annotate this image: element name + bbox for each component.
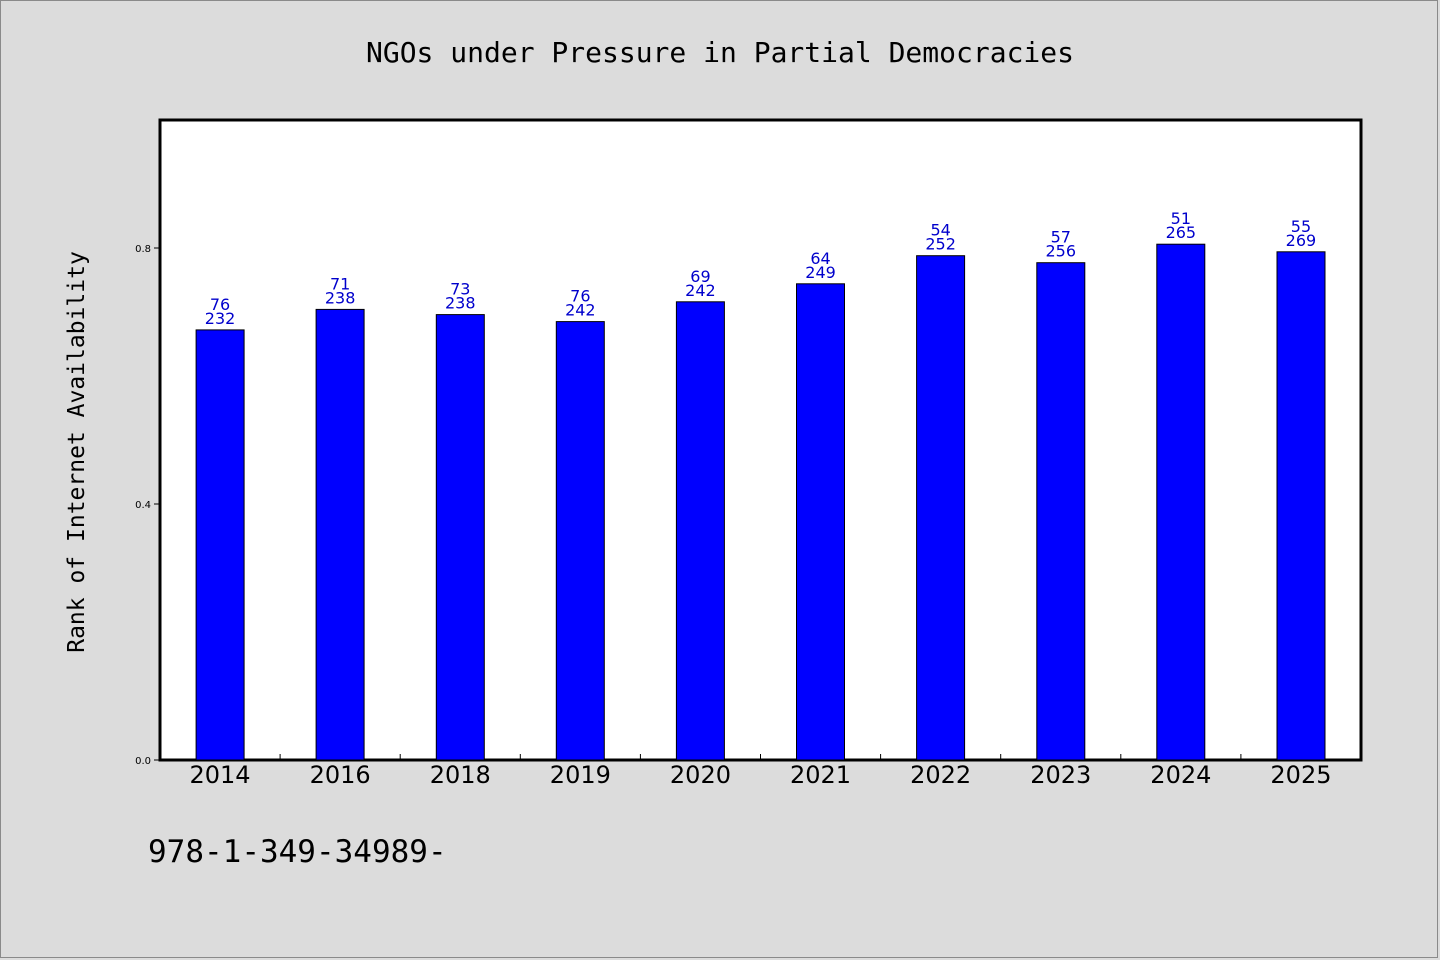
data-label-top-2020: 69 bbox=[690, 267, 710, 286]
bar-2025 bbox=[1276, 251, 1326, 761]
y-tick-label-0.8: 0.8 bbox=[135, 244, 151, 255]
bar-2014 bbox=[195, 329, 245, 761]
data-label-bottom-2016: 238 bbox=[325, 288, 356, 307]
data-label-bottom-2018: 238 bbox=[445, 294, 476, 313]
data-label-top-2014: 76 bbox=[210, 295, 230, 314]
data-label-bottom-2022: 252 bbox=[925, 235, 956, 254]
data-label-top-2024: 51 bbox=[1171, 209, 1191, 228]
x-tick-label-2021: 2021 bbox=[790, 761, 851, 789]
data-label-bottom-2020: 242 bbox=[685, 281, 716, 300]
x-tick-label-2023: 2023 bbox=[1030, 761, 1091, 789]
data-label-bottom-2023: 256 bbox=[1045, 242, 1076, 261]
data-label-top-2019: 76 bbox=[570, 287, 590, 306]
data-label-bottom-2019: 242 bbox=[565, 301, 596, 320]
bar-2016 bbox=[315, 308, 365, 761]
data-label-bottom-2025: 269 bbox=[1286, 231, 1317, 250]
x-tick-label-2020: 2020 bbox=[670, 761, 731, 789]
data-label-bottom-2024: 265 bbox=[1166, 223, 1197, 242]
bar-2022 bbox=[916, 255, 966, 761]
bar-2024 bbox=[1156, 243, 1206, 761]
bar-2020 bbox=[675, 301, 725, 761]
y-axis-label: Rank of Internet Availability bbox=[64, 251, 90, 653]
bar-2019 bbox=[555, 321, 605, 761]
x-tick-label-2019: 2019 bbox=[550, 761, 611, 789]
footnote-text: 978-1-349-34989- bbox=[148, 834, 447, 870]
data-label-top-2022: 54 bbox=[930, 221, 950, 240]
data-label-top-2025: 55 bbox=[1291, 217, 1311, 236]
x-tick-label-2022: 2022 bbox=[910, 761, 971, 789]
x-axis: 2014 2016 2018 2019 2020 2021 2022 2023 2024 2025 bbox=[190, 754, 1331, 789]
y-tick-label-0.0: 0.0 bbox=[135, 756, 151, 767]
x-tick-label-2016: 2016 bbox=[310, 761, 371, 789]
data-label-top-2018: 73 bbox=[450, 280, 470, 299]
chart-title: NGOs under Pressure in Partial Democraci… bbox=[366, 36, 1074, 69]
bar-2023 bbox=[1036, 262, 1086, 761]
data-label-bottom-2021: 249 bbox=[805, 263, 836, 282]
x-tick-label-2025: 2025 bbox=[1270, 761, 1331, 789]
bar-2021 bbox=[796, 283, 845, 761]
bar-2018 bbox=[435, 314, 485, 761]
data-label-top-2021: 64 bbox=[810, 249, 830, 268]
y-axis: 0.0 0.4 0.8 bbox=[135, 244, 160, 767]
data-label-top-2016: 71 bbox=[330, 274, 350, 293]
x-tick-label-2024: 2024 bbox=[1150, 761, 1211, 789]
data-label-bottom-2014: 232 bbox=[205, 309, 236, 328]
data-label-top-2023: 57 bbox=[1051, 228, 1071, 247]
y-tick-label-0.4: 0.4 bbox=[135, 500, 151, 511]
x-tick-label-2018: 2018 bbox=[430, 761, 491, 789]
x-tick-label-2014: 2014 bbox=[190, 761, 251, 789]
